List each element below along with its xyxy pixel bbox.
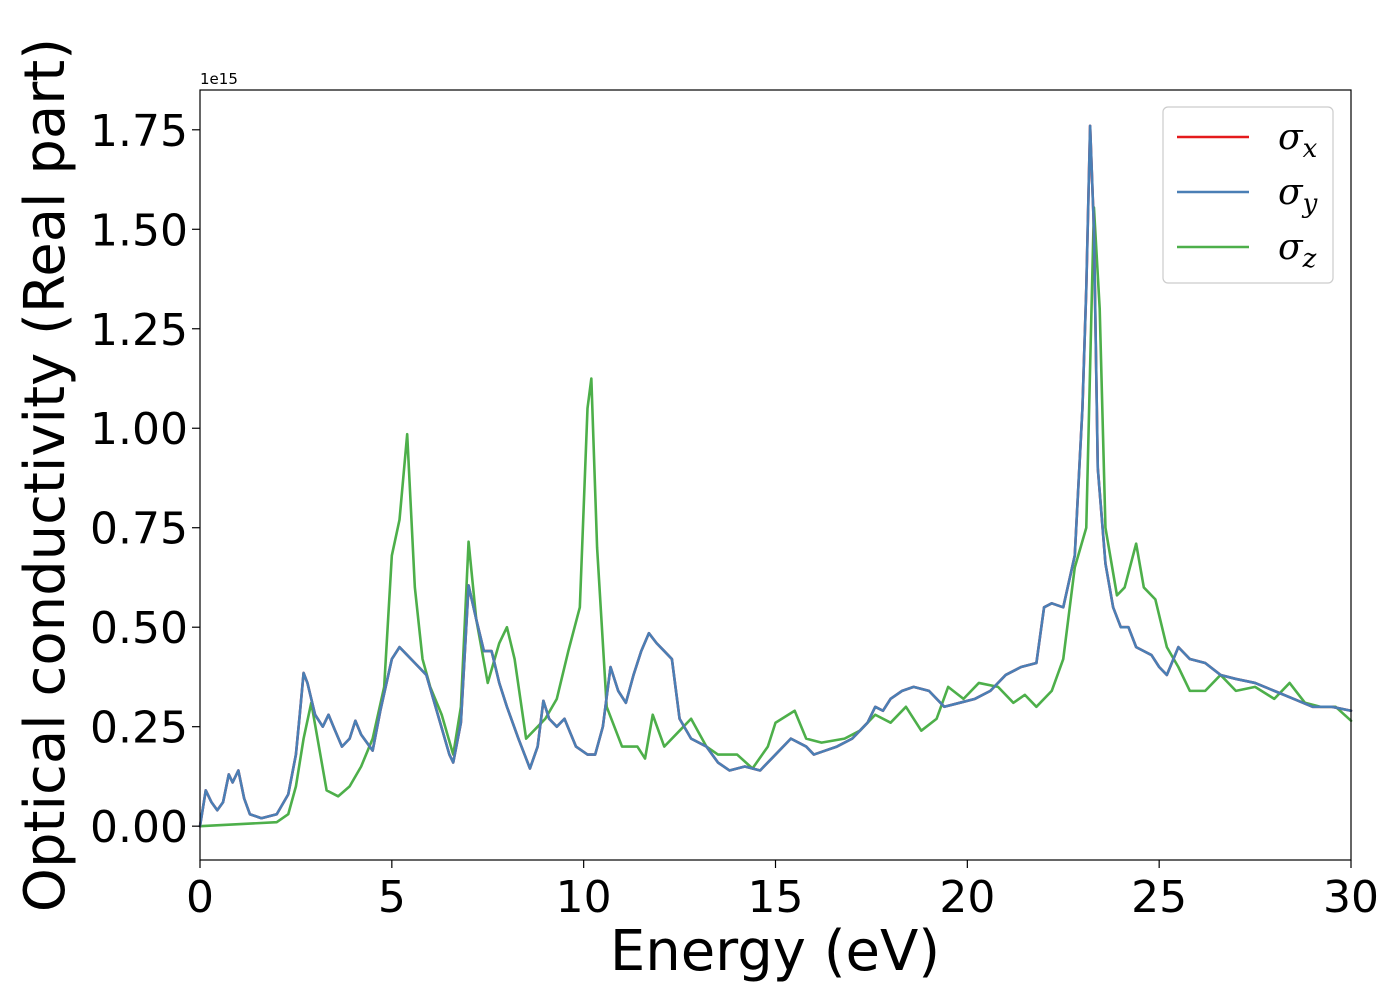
legend-label-z: σz xyxy=(1278,227,1317,274)
y-axis: 0.00 0.25 0.50 0.75 1.00 1.25 1.50 1.75 xyxy=(90,106,200,853)
x-tick-label: 5 xyxy=(378,872,406,923)
x-tick-label: 25 xyxy=(1131,872,1187,923)
x-tick-label: 15 xyxy=(748,872,804,923)
plot-area xyxy=(200,90,1351,860)
legend-label-y: σy xyxy=(1278,172,1318,219)
series-line-z xyxy=(198,206,1353,828)
y-tick-label: 0.75 xyxy=(90,504,188,555)
series-line-y xyxy=(198,124,1353,828)
legend-label-x: σx xyxy=(1278,117,1318,164)
y-tick-label: 0.50 xyxy=(90,603,188,654)
x-tick-label: 0 xyxy=(186,872,214,923)
x-axis-label: Energy (eV) xyxy=(610,919,940,984)
series-layer xyxy=(198,124,1353,828)
y-tick-label: 1.00 xyxy=(90,404,188,455)
y-offset-label: 1e15 xyxy=(200,70,238,88)
y-tick-label: 1.50 xyxy=(90,205,188,256)
y-tick-label: 0.25 xyxy=(90,703,188,754)
x-tick-label: 10 xyxy=(556,872,612,923)
y-tick-label: 1.75 xyxy=(90,106,188,157)
y-tick-label: 0.00 xyxy=(90,802,188,853)
x-tick-label: 30 xyxy=(1323,872,1379,923)
legend-box xyxy=(1162,106,1334,284)
y-axis-label: Optical conductivity (Real part) xyxy=(13,38,78,912)
x-axis: 0 5 10 15 20 25 30 xyxy=(186,860,1379,923)
legend: σx σy σz xyxy=(1162,106,1334,284)
x-tick-label: 20 xyxy=(939,872,995,923)
legend-entries: σx σy σz xyxy=(1177,117,1318,274)
y-tick-label: 1.25 xyxy=(90,305,188,356)
